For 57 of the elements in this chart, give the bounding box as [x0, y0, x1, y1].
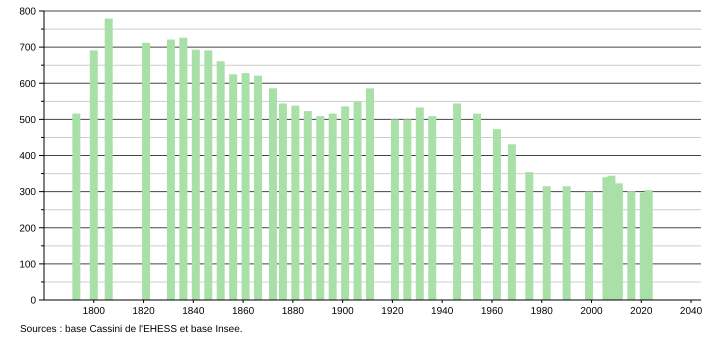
bar	[585, 192, 594, 300]
bar	[453, 103, 462, 300]
y-tick-label: 500	[19, 114, 36, 126]
bar	[72, 114, 80, 300]
bar	[508, 144, 516, 300]
bar	[403, 119, 412, 300]
bar	[242, 73, 250, 300]
y-tick-label: 100	[19, 259, 36, 270]
bar	[142, 42, 150, 300]
source-note: Sources : base Cassini de l'EHESS et base Insee.	[20, 324, 243, 335]
x-tick-label: 1840	[182, 306, 205, 317]
x-tick-label: 1820	[132, 306, 156, 317]
bar	[166, 40, 175, 300]
y-tick-label: 200	[19, 223, 36, 234]
bar	[291, 106, 300, 300]
bar	[562, 186, 571, 300]
bar	[229, 74, 238, 300]
bar	[254, 76, 262, 300]
y-tick-label: 300	[19, 187, 36, 198]
bar	[366, 88, 374, 300]
bar	[354, 102, 362, 300]
x-tick-label: 2000	[580, 306, 604, 317]
x-tick-label: 1860	[232, 306, 255, 317]
bar	[627, 191, 636, 300]
bar	[104, 18, 113, 300]
x-tick-label: 1880	[282, 306, 304, 317]
bar	[316, 116, 324, 300]
bar	[179, 38, 188, 300]
x-tick-label: 1800	[82, 306, 106, 317]
x-tick-label: 2040	[680, 306, 703, 317]
bar	[473, 114, 482, 300]
y-tick-label: 400	[19, 151, 36, 162]
bar	[390, 119, 399, 300]
bar	[304, 111, 312, 300]
bar	[492, 129, 501, 300]
bar	[525, 172, 534, 300]
bar	[192, 50, 200, 300]
x-tick-label: 1920	[381, 306, 404, 317]
bar	[341, 106, 350, 300]
bar	[328, 114, 337, 300]
x-tick-label: 1900	[332, 306, 354, 317]
y-tick-label: 700	[19, 42, 36, 54]
bar	[542, 186, 551, 300]
bar	[216, 61, 225, 300]
bar	[278, 103, 287, 300]
bar	[204, 50, 212, 300]
bar	[268, 88, 277, 300]
x-tick-label: 1980	[530, 306, 554, 317]
y-tick-label: 0	[30, 296, 36, 306]
x-tick-label: 2020	[630, 306, 653, 317]
x-tick-label: 1940	[431, 306, 454, 317]
y-tick-label: 800	[19, 6, 36, 18]
bar	[428, 116, 436, 300]
y-tick-label: 600	[19, 78, 36, 90]
bar	[416, 107, 424, 300]
x-tick-label: 1960	[480, 306, 504, 317]
bar	[90, 50, 98, 300]
